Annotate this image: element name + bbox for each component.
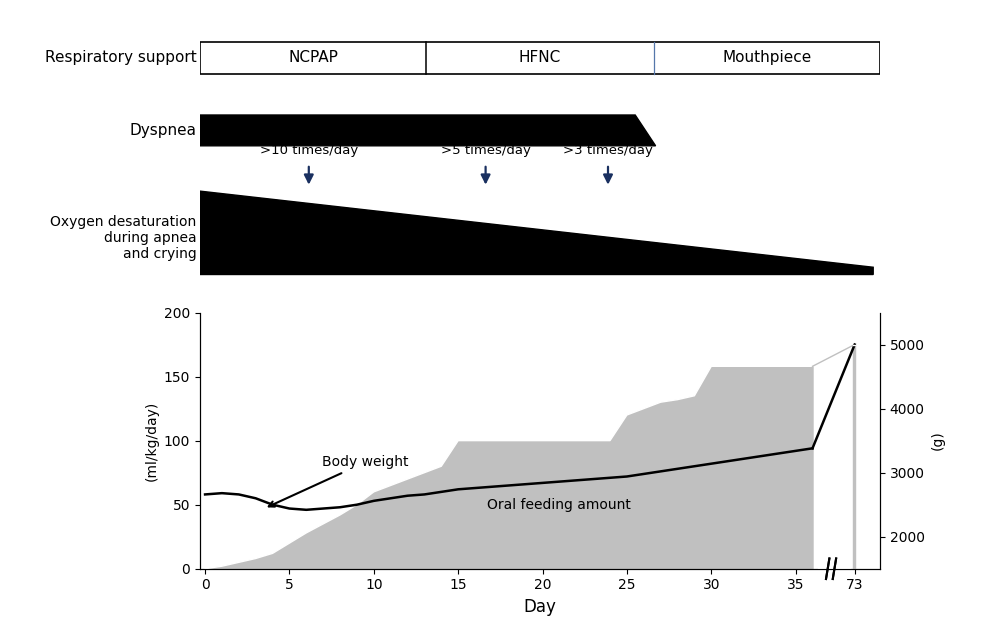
Text: Oxygen desaturation
during apnea
and crying: Oxygen desaturation during apnea and cry…: [50, 215, 197, 261]
Text: Respiratory support: Respiratory support: [45, 50, 197, 65]
Text: Dyspnea: Dyspnea: [130, 123, 197, 138]
Text: >3 times/day: >3 times/day: [563, 144, 653, 157]
Text: Oral feeding amount: Oral feeding amount: [487, 498, 631, 512]
Text: Body weight: Body weight: [269, 455, 409, 507]
Y-axis label: (ml/kg/day): (ml/kg/day): [144, 401, 158, 481]
X-axis label: Day: Day: [524, 598, 556, 616]
Text: HFNC: HFNC: [519, 50, 561, 65]
Y-axis label: (g): (g): [930, 431, 944, 451]
FancyBboxPatch shape: [200, 41, 880, 74]
Text: Mouthpiece: Mouthpiece: [722, 50, 811, 65]
Polygon shape: [200, 191, 873, 274]
Text: NCPAP: NCPAP: [288, 50, 338, 65]
Text: >5 times/day: >5 times/day: [441, 144, 531, 157]
Text: >10 times/day: >10 times/day: [260, 144, 358, 157]
Bar: [818, 312, 850, 569]
Polygon shape: [200, 115, 656, 146]
